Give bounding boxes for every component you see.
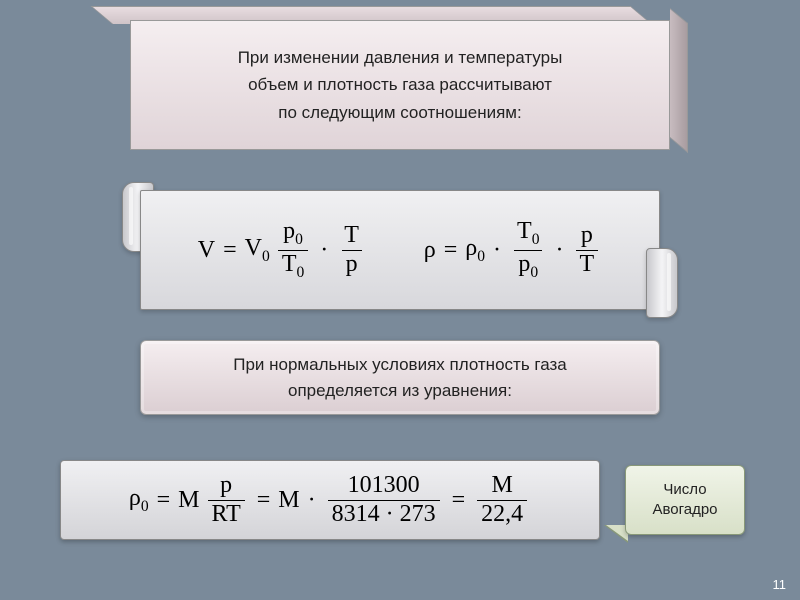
term1-coef: M [178,487,199,514]
header-line-1: При изменении давления и температуры [238,44,563,71]
callout-line-2: Авогадро [652,500,717,520]
vol-base: V0 [245,235,270,266]
dot-op: · [304,487,320,514]
dens-base: ρ0 [465,235,485,266]
equals-sign: = [440,237,462,264]
dens-frac1: T0 p0 [513,219,543,280]
header-text-panel: При изменении давления и температуры объ… [130,20,670,150]
header-line-2: объем и плотность газа рассчитывают [248,71,552,98]
formulas-scroll-panel: V = V0 p0 T0 · T p ρ = ρ0 · [120,190,680,310]
dens-lhs: ρ [424,237,436,264]
equals-sign: = [448,487,470,514]
formulas-body: V = V0 p0 T0 · T p ρ = ρ0 · [140,190,660,310]
term2-coef: M [278,487,299,514]
rho0-formula: ρ0 = M p RT = M · 101300 8314 · 273 = M … [129,473,531,526]
dot-op: · [552,237,568,264]
avogadro-callout: Число Авогадро [625,465,745,535]
header-line-3: по следующим соотношениям: [278,99,521,126]
vol-lhs: V [198,237,215,264]
callout-line-1: Число [652,480,717,500]
vol-frac1: p0 T0 [278,219,308,280]
dot-op: · [316,237,332,264]
middle-line-1: При нормальных условиях плотность газа [233,352,567,378]
equals-sign: = [253,487,275,514]
term2-frac: 101300 8314 · 273 [328,473,440,526]
rho0-lhs: ρ0 [129,485,149,516]
vol-frac2: T p [340,223,363,276]
middle-line-2: определяется из уравнения: [233,378,567,404]
bevel-side-face [670,8,688,153]
middle-text-panel: При нормальных условиях плотность газа о… [140,340,660,415]
page-number: 11 [773,577,787,592]
bottom-formula-panel: ρ0 = M p RT = M · 101300 8314 · 273 = M … [60,460,600,540]
dens-frac2: p T [576,223,599,276]
term3-frac: M 22,4 [477,473,527,526]
equals-sign: = [219,237,241,264]
volume-formula: V = V0 p0 T0 · T p [198,219,367,280]
equals-sign: = [153,487,175,514]
density-formula: ρ = ρ0 · T0 p0 · p T [424,219,602,280]
dot-op: · [489,237,505,264]
term1-frac: p RT [208,473,245,526]
header-bevel-panel: При изменении давления и температуры объ… [130,20,670,150]
scroll-curl-right [646,248,678,318]
